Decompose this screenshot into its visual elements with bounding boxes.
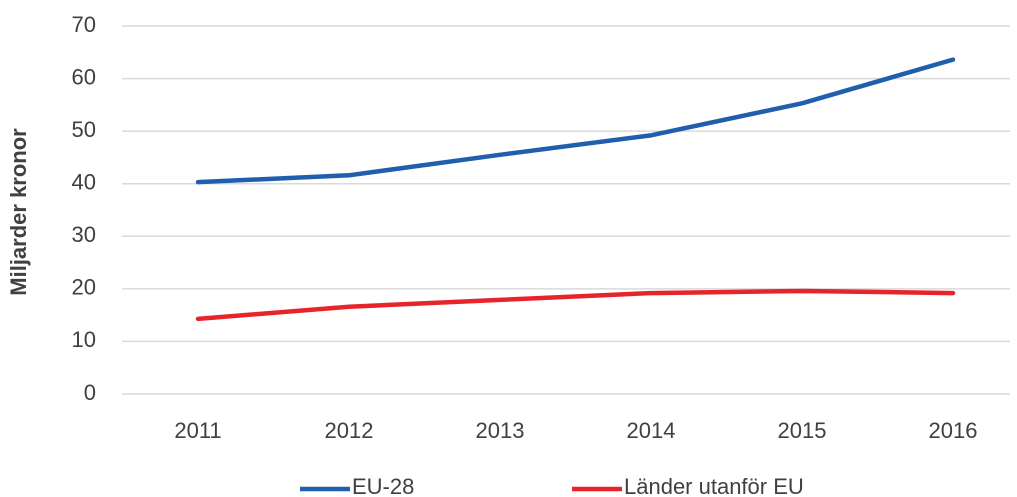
x-tick-label: 2011 [174,418,221,443]
x-tick-label: 2016 [929,418,978,443]
series-line [195,57,956,185]
y-tick-label: 10 [72,327,96,352]
x-tick-label: 2013 [476,418,525,443]
y-tick-label: 60 [72,64,96,89]
legend-label: EU-28 [352,474,414,497]
legend-label: Länder utanför EU [624,474,804,497]
y-tick-label: 40 [72,170,96,195]
y-tick-label: 30 [72,222,96,247]
y-tick-label: 50 [72,117,96,142]
series-line [195,288,956,322]
y-tick-label: 70 [72,12,96,37]
x-tick-label: 2015 [778,418,827,443]
y-axis-label: Miljarder kronor [6,128,31,296]
x-tick-label: 2012 [325,418,374,443]
y-tick-label: 0 [84,380,96,405]
x-tick-label: 2014 [627,418,676,443]
y-tick-label: 20 [72,275,96,300]
